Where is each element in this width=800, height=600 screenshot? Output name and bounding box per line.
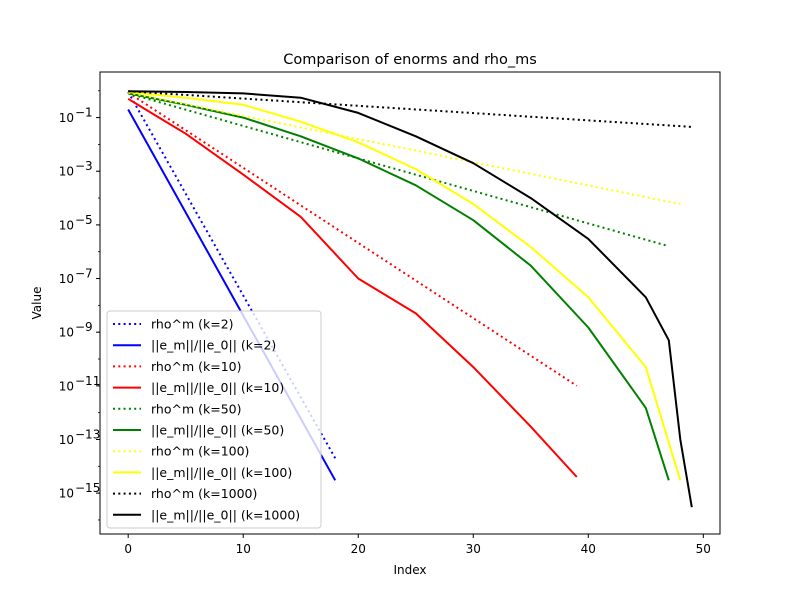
legend: rho^m (k=2) ||e_m||/||e_0|| (k=2) rho^m (k… xyxy=(106,310,322,529)
y-axis-label: Value xyxy=(30,287,44,320)
legend-label-7: ||e_m||/||e_0|| (k=100) xyxy=(151,465,292,480)
legend-label-3: ||e_m||/||e_0|| (k=10) xyxy=(151,380,284,395)
series-line-3 xyxy=(127,97,578,478)
y-tick-label-1: 10 xyxy=(59,165,74,179)
x-tick-label-0: 0 xyxy=(124,542,132,556)
series-line-8 xyxy=(128,90,692,128)
y-tick-exponent-6: −13 xyxy=(75,427,100,441)
y-tick-label-4: 10 xyxy=(59,326,74,340)
series-line-7 xyxy=(128,91,682,481)
y-tick-exponent-0: −1 xyxy=(75,106,93,120)
legend-label-4: rho^m (k=50) xyxy=(151,401,242,416)
y-tick-label-3: 10 xyxy=(59,272,74,286)
x-axis: 0 10 20 30 40 50 xyxy=(124,534,711,556)
y-tick-label-5: 10 xyxy=(59,379,74,393)
x-tick-label-5: 50 xyxy=(696,542,711,556)
legend-label-1: ||e_m||/||e_0|| (k=2) xyxy=(151,338,276,353)
x-tick-label-4: 40 xyxy=(581,542,596,556)
x-tick-label-1: 10 xyxy=(236,542,251,556)
y-tick-exponent-2: −5 xyxy=(75,213,93,227)
y-tick-exponent-1: −3 xyxy=(75,159,93,173)
y-tick-label-2: 10 xyxy=(59,218,74,232)
x-axis-label: Index xyxy=(393,563,426,577)
y-tick-exponent-4: −9 xyxy=(75,320,93,334)
legend-label-2: rho^m (k=10) xyxy=(151,359,242,374)
series-line-2 xyxy=(127,91,578,387)
chart-title: Comparison of enorms and rho_ms xyxy=(283,52,537,68)
series-line-6 xyxy=(128,91,681,205)
series-line-5 xyxy=(128,92,670,481)
y-tick-exponent-7: −15 xyxy=(75,481,100,495)
x-tick-label-2: 20 xyxy=(351,542,366,556)
legend-label-0: rho^m (k=2) xyxy=(151,317,234,332)
y-tick-label-7: 10 xyxy=(59,487,74,501)
plot-frame xyxy=(99,71,721,535)
legend-label-5: ||e_m||/||e_0|| (k=50) xyxy=(151,423,284,438)
y-tick-exponent-3: −7 xyxy=(75,267,93,281)
legend-label-8: rho^m (k=1000) xyxy=(151,486,257,501)
series-line-4 xyxy=(127,92,670,248)
legend-label-6: rho^m (k=100) xyxy=(151,444,249,459)
legend-label-9: ||e_m||/||e_0|| (k=1000) xyxy=(151,507,300,522)
y-tick-label-6: 10 xyxy=(59,433,74,447)
x-tick-label-3: 30 xyxy=(466,542,481,556)
y-tick-label-0: 10 xyxy=(59,111,74,125)
series-line-9 xyxy=(128,90,693,508)
legend-box xyxy=(106,310,322,529)
y-tick-exponent-5: −11 xyxy=(75,374,100,388)
